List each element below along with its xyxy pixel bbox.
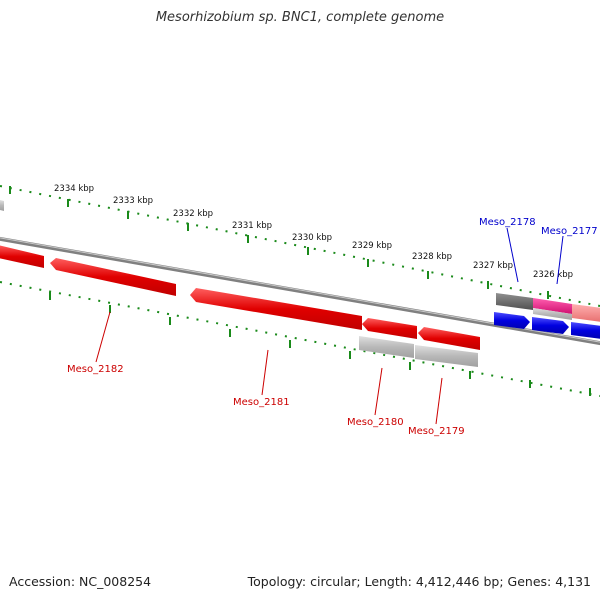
ruler-upper [0, 185, 600, 307]
gene-arrow-meso-2179 [418, 327, 480, 350]
ruler-label-2331: 2331 kbp [232, 221, 272, 231]
leader-meso-2180 [374, 367, 383, 416]
misc-genes-right [496, 293, 600, 322]
gene-arrow-left-edge [0, 245, 44, 268]
gene-arrow-right-edge [571, 322, 600, 339]
ruler-label-2332: 2332 kbp [173, 209, 213, 219]
gray-gene-lower-2 [415, 345, 478, 367]
dark-gene [496, 293, 533, 310]
gene-arrow-meso-2177 [532, 317, 569, 334]
gene-label-meso-2177: Meso_2177 [541, 226, 598, 237]
ruler-label-2330: 2330 kbp [292, 233, 332, 243]
salmon-gene [572, 304, 600, 322]
label-leaders [95, 227, 564, 425]
gene-arrow-meso-2181 [190, 288, 362, 330]
reverse-genes [0, 245, 480, 350]
ruler-lower [0, 281, 600, 397]
ruler-label-2327: 2327 kbp [473, 261, 513, 271]
misc-genes-lower [359, 336, 478, 367]
partial-gray-gene [0, 200, 4, 211]
leader-meso-2179 [435, 377, 443, 425]
gene-label-meso-2182: Meso_2182 [67, 364, 124, 375]
gene-label-meso-2178: Meso_2178 [479, 217, 536, 228]
gene-arrow-meso-2180 [362, 318, 417, 339]
gene-label-meso-2181: Meso_2181 [233, 397, 290, 408]
gene-label-meso-2179: Meso_2179 [408, 426, 465, 437]
leader-meso-2182 [95, 311, 111, 363]
ruler-dotted-line-lower [0, 281, 600, 397]
forward-genes [494, 312, 600, 339]
ruler-label-2328: 2328 kbp [412, 252, 452, 262]
gene-arrow-meso-2178 [494, 312, 530, 329]
ruler-dotted-line-upper [0, 185, 600, 307]
ruler-labels: 2334 kbp 2333 kbp 2332 kbp 2331 kbp 2330… [54, 184, 573, 280]
genome-summary-text: Topology: circular; Length: 4,412,446 bp… [247, 574, 591, 589]
gene-label-meso-2180: Meso_2180 [347, 417, 404, 428]
leader-meso-2177 [556, 235, 564, 285]
ruler-major-ticks-upper [9, 186, 549, 299]
ruler-label-2326: 2326 kbp [533, 270, 573, 280]
leader-meso-2181 [261, 349, 269, 396]
gray-gene-lower-1 [359, 336, 414, 358]
ruler-label-2329: 2329 kbp [352, 241, 392, 251]
magenta-gene [533, 298, 572, 314]
ruler-major-ticks-lower [49, 292, 591, 396]
page-title: Mesorhizobium sp. BNC1, complete genome [155, 10, 445, 25]
ruler-label-2333: 2333 kbp [113, 196, 153, 206]
accession-text: Accession: NC_008254 [9, 574, 152, 589]
leader-meso-2178 [506, 227, 519, 283]
gray-gene-right [533, 308, 572, 320]
gene-labels: Meso_2182 Meso_2181 Meso_2180 Meso_2179 … [67, 217, 598, 437]
gene-arrow-meso-2182 [50, 258, 176, 296]
ruler-label-2334: 2334 kbp [54, 184, 94, 194]
